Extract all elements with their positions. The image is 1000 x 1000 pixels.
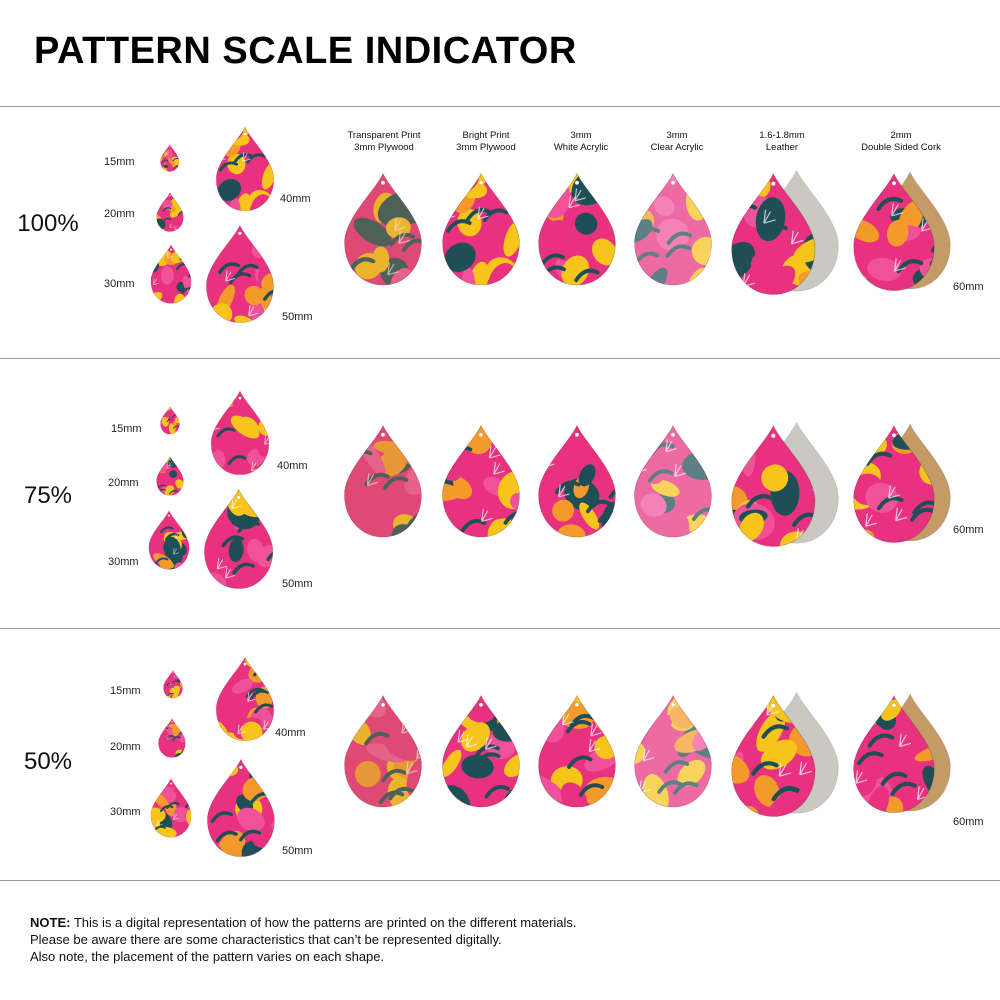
size-label-40mm: 40mm (277, 460, 308, 472)
material-header-line1: Bright Print (462, 130, 510, 141)
scale-label: 75% (23, 482, 73, 509)
material-header-line1: 1.6-1.8mm (759, 130, 805, 141)
size-sample-teardrop (206, 758, 276, 858)
material-sample-leather (730, 691, 840, 822)
material-sample-leather (730, 421, 840, 552)
note-line-1: NOTE: This is a digital representation o… (30, 914, 970, 931)
size-label-50mm: 50mm (282, 311, 313, 323)
note-text-1: This is a digital representation of how … (70, 915, 577, 930)
material-header-line1: Transparent Print (347, 130, 421, 141)
size-sample-teardrop (215, 656, 275, 744)
material-sample-plywood-bright (441, 694, 521, 822)
size-label-15mm: 15mm (111, 423, 142, 435)
size-sample-teardrop (158, 718, 186, 760)
material-sample-plywood-transparent (343, 172, 423, 300)
size-sample-teardrop (150, 778, 192, 840)
size-label-50mm: 50mm (282, 578, 313, 590)
material-sample-plywood-bright (441, 172, 521, 300)
divider-2 (0, 628, 1000, 629)
size-label-20mm: 20mm (104, 208, 135, 220)
material-header: 1.6-1.8mm Leather (722, 130, 842, 154)
page-title: PATTERN SCALE INDICATOR (34, 30, 577, 72)
material-header-line1: 3mm (666, 130, 688, 141)
note-line-2: Please be aware there are some character… (30, 932, 502, 947)
material-header: Transparent Print 3mm Plywood (324, 130, 444, 154)
scale-section-100: 100% 15mm 20mm 30mm 40mm 50mm 60mm (0, 108, 1000, 358)
material-sample-leather (730, 169, 840, 300)
size-sample-teardrop (210, 390, 270, 478)
size-label-30mm: 30mm (108, 556, 139, 568)
material-sample-white-acrylic (537, 424, 617, 552)
size-label-60mm: 60mm (953, 281, 984, 293)
size-sample-teardrop (148, 510, 190, 574)
material-sample-clear-acrylic (633, 172, 713, 300)
material-sample-clear-acrylic (633, 694, 713, 822)
material-header-line1: 2mm (890, 130, 912, 141)
material-sample-clear-acrylic (633, 424, 713, 552)
material-sample-plywood-transparent (343, 694, 423, 822)
size-label-15mm: 15mm (104, 156, 135, 168)
material-sample-plywood-bright (441, 424, 521, 552)
material-sample-cork (852, 693, 952, 822)
size-label-15mm: 15mm (110, 685, 141, 697)
size-label-30mm: 30mm (110, 806, 141, 818)
size-label-60mm: 60mm (953, 816, 984, 828)
size-sample-teardrop (205, 224, 275, 324)
divider-bottom (0, 880, 1000, 881)
size-sample-teardrop (160, 144, 180, 172)
size-sample-teardrop (203, 488, 275, 590)
material-header-line2: 3mm Plywood (354, 142, 414, 153)
scale-section-75: 75% 15mm 20mm 30mm 40mm 50mm 60mm (0, 360, 1000, 610)
material-header-line2: Double Sided Cork (861, 142, 941, 153)
material-header-line2: Clear Acrylic (650, 142, 704, 153)
size-label-30mm: 30mm (104, 278, 135, 290)
size-label-50mm: 50mm (282, 845, 313, 857)
divider-1 (0, 358, 1000, 359)
size-sample-teardrop (160, 406, 180, 436)
size-sample-teardrop (163, 670, 183, 700)
material-header: 3mm White Acrylic (521, 130, 641, 154)
scale-label: 100% (17, 210, 79, 237)
size-label-60mm: 60mm (953, 524, 984, 536)
material-sample-cork (852, 423, 952, 552)
size-sample-teardrop (156, 456, 184, 498)
material-sample-plywood-transparent (343, 424, 423, 552)
size-label-20mm: 20mm (108, 477, 139, 489)
note-line-3: Also note, the placement of the pattern … (30, 949, 385, 964)
note-label: NOTE: (30, 915, 71, 930)
material-header: 3mm Clear Acrylic (617, 130, 737, 154)
size-sample-teardrop (156, 192, 184, 234)
size-sample-teardrop (215, 126, 275, 214)
material-header-line2: Leather (765, 142, 799, 153)
scale-label: 50% (23, 748, 73, 775)
scale-section-50: 50% 15mm 20mm 30mm 40mm 50mm 60mm (0, 630, 1000, 880)
disclaimer-note: NOTE: This is a digital representation o… (30, 914, 970, 965)
material-header-line2: 3mm Plywood (456, 142, 516, 153)
size-label-40mm: 40mm (275, 727, 306, 739)
size-sample-teardrop (150, 244, 192, 306)
material-sample-cork (852, 171, 952, 300)
material-header: Bright Print 3mm Plywood (426, 130, 546, 154)
material-sample-white-acrylic (537, 694, 617, 822)
material-header: 2mm Double Sided Cork (841, 130, 961, 154)
material-sample-white-acrylic (537, 172, 617, 300)
size-label-20mm: 20mm (110, 741, 141, 753)
divider-top (0, 106, 1000, 107)
material-header-line1: 3mm (570, 130, 592, 141)
size-label-40mm: 40mm (280, 193, 311, 205)
material-header-line2: White Acrylic (553, 142, 609, 153)
